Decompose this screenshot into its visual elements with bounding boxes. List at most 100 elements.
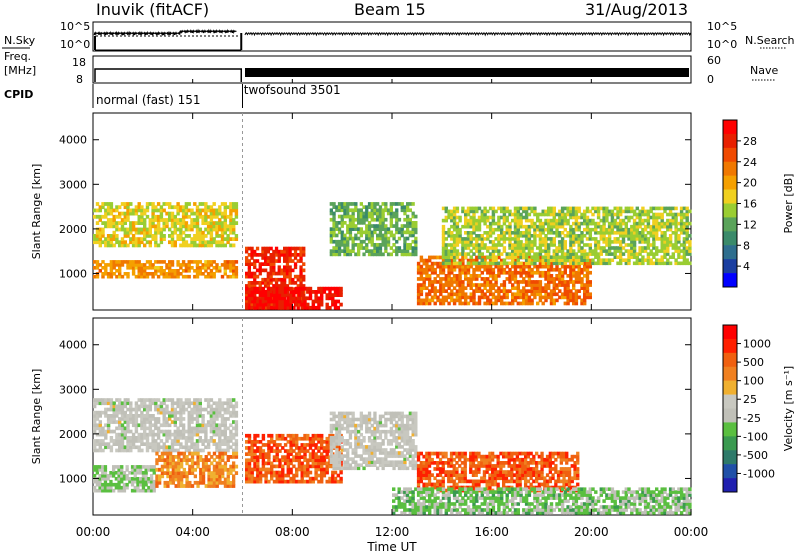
power-cell <box>519 218 523 223</box>
power-cell <box>373 243 377 247</box>
power-cell <box>466 267 471 272</box>
power-cell <box>483 206 487 211</box>
velocity-cell <box>177 477 181 482</box>
power-cell <box>646 237 651 241</box>
power-colorbar-swatch <box>723 189 737 204</box>
velocity-cell <box>207 477 211 482</box>
power-cell <box>140 269 144 273</box>
power-cell <box>444 206 448 211</box>
power-cell <box>630 246 634 250</box>
velocity-cell <box>322 446 327 450</box>
velocity-cell <box>229 410 233 415</box>
power-cell <box>302 246 306 251</box>
power-cell <box>563 215 567 220</box>
power-cell <box>536 246 540 250</box>
power-cell <box>660 246 664 250</box>
power-cell <box>261 305 266 310</box>
power-cell <box>104 211 108 216</box>
velocity-cell <box>281 455 285 459</box>
power-cell <box>558 209 562 214</box>
velocity-cell <box>156 432 161 437</box>
power-cell <box>272 296 277 301</box>
power-cell <box>98 218 102 222</box>
power-cell <box>508 221 512 226</box>
power-cell <box>444 209 448 214</box>
power-cell <box>348 236 353 241</box>
power-cell <box>395 252 399 257</box>
power-cell <box>288 256 292 260</box>
power-cell <box>566 209 570 214</box>
power-cell <box>389 205 393 209</box>
power-cell <box>563 295 567 300</box>
power-cell <box>688 209 692 214</box>
power-cell <box>500 258 504 263</box>
power-cell <box>455 255 460 259</box>
power-cell <box>486 255 490 259</box>
power-cell <box>585 292 590 297</box>
power-cell <box>475 264 479 269</box>
power-cell <box>306 305 310 310</box>
power-cell <box>376 249 380 253</box>
power-cell <box>464 295 468 300</box>
power-cell <box>630 206 634 211</box>
velocity-cell <box>109 439 114 443</box>
power-cell <box>154 243 158 248</box>
power-cell <box>455 298 460 303</box>
velocity-cell <box>250 449 254 453</box>
power-cell <box>308 286 313 291</box>
power-cell <box>283 274 287 279</box>
power-cell <box>547 243 551 247</box>
velocity-cell <box>314 476 318 481</box>
power-cell <box>488 274 493 278</box>
velocity-cell <box>201 471 206 475</box>
power-cell <box>513 292 518 297</box>
power-cell <box>538 218 543 223</box>
power-cell <box>154 269 158 273</box>
velocity-cell <box>267 461 271 466</box>
power-cell <box>365 205 369 209</box>
power-cell <box>181 274 186 279</box>
power-cell <box>491 274 496 278</box>
power-cell <box>527 252 532 256</box>
power-cell <box>569 249 573 253</box>
power-cell <box>583 221 587 226</box>
velocity-cell <box>112 442 116 446</box>
velocity-cell <box>306 473 310 478</box>
power-cell <box>140 266 144 270</box>
velocity-cell <box>267 455 271 459</box>
power-cell <box>624 209 628 214</box>
power-cell <box>511 264 515 269</box>
power-cell <box>569 227 573 232</box>
power-cell <box>538 270 543 275</box>
power-cell <box>555 255 559 259</box>
velocity-cell <box>229 484 233 488</box>
power-cell <box>173 243 177 248</box>
velocity-cell <box>215 417 219 421</box>
power-cell <box>469 243 473 247</box>
velocity-cell <box>147 468 151 472</box>
power-cell <box>272 265 276 270</box>
power-cell <box>187 227 191 232</box>
power-cell <box>373 249 377 253</box>
power-cell <box>346 224 350 228</box>
velocity-cell <box>152 485 156 490</box>
power-cell <box>511 249 515 253</box>
velocity-cell <box>229 455 233 459</box>
velocity-cell <box>120 426 125 431</box>
power-cell <box>522 298 526 303</box>
power-cell <box>560 212 565 217</box>
power-cell <box>381 236 385 241</box>
power-cell <box>209 218 214 222</box>
power-cell <box>522 286 526 290</box>
velocity-cell <box>229 404 233 409</box>
velocity-cell <box>101 442 105 446</box>
power-cell <box>464 252 468 256</box>
power-cell <box>247 302 251 307</box>
power-cell <box>513 252 518 256</box>
power-cell <box>472 206 476 211</box>
power-cell <box>389 208 393 213</box>
power-cell <box>343 249 347 253</box>
velocity-cell <box>204 455 208 459</box>
power-cell <box>359 208 363 213</box>
power-cell <box>547 267 551 272</box>
